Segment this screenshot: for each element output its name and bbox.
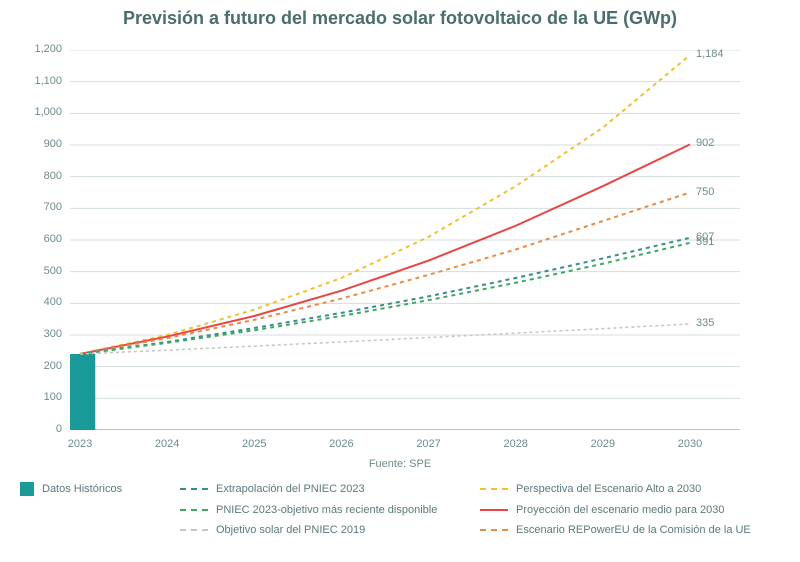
legend-label: Escenario REPowerEU de la Comisión de la…	[516, 524, 751, 536]
legend-label: Proyección del escenario medio para 2030	[516, 504, 725, 516]
x-tick-label: 2029	[578, 438, 628, 450]
y-tick-label: 100	[0, 391, 62, 403]
source-label: Fuente: SPE	[0, 458, 800, 470]
x-tick-label: 2026	[316, 438, 366, 450]
series-end-label: 1,184	[696, 48, 724, 60]
legend-item: Datos Históricos	[20, 482, 180, 496]
legend-item: Proyección del escenario medio para 2030	[480, 504, 780, 516]
legend-swatch-line	[480, 509, 508, 511]
y-tick-label: 400	[0, 296, 62, 308]
y-tick-label: 900	[0, 138, 62, 150]
y-tick-label: 800	[0, 170, 62, 182]
x-tick-label: 2027	[404, 438, 454, 450]
legend-swatch-line	[180, 488, 208, 490]
x-tick-label: 2023	[55, 438, 105, 450]
y-tick-label: 1,000	[0, 106, 62, 118]
y-tick-label: 200	[0, 360, 62, 372]
series-end-label: 591	[696, 236, 714, 248]
legend-label: Perspectiva del Escenario Alto a 2030	[516, 483, 701, 495]
legend-swatch-line	[180, 529, 208, 531]
legend-label: Objetivo solar del PNIEC 2019	[216, 524, 365, 536]
x-tick-label: 2028	[491, 438, 541, 450]
legend-item	[20, 504, 180, 516]
legend-swatch-line	[480, 529, 508, 531]
legend-item	[20, 524, 180, 536]
y-tick-label: 300	[0, 328, 62, 340]
legend-label: PNIEC 2023-objetivo más reciente disponi…	[216, 504, 437, 516]
y-tick-label: 1,200	[0, 43, 62, 55]
legend-item: Objetivo solar del PNIEC 2019	[180, 524, 480, 536]
y-tick-label: 600	[0, 233, 62, 245]
legend-item: Escenario REPowerEU de la Comisión de la…	[480, 524, 780, 536]
legend-label: Datos Históricos	[42, 483, 122, 495]
legend-swatch-box	[20, 482, 34, 496]
legend-swatch-line	[480, 488, 508, 490]
y-tick-label: 500	[0, 265, 62, 277]
legend-item: PNIEC 2023-objetivo más reciente disponi…	[180, 504, 480, 516]
chart-plot-area	[70, 50, 740, 430]
series-end-label: 335	[696, 317, 714, 329]
chart-container: { "chart": { "type": "line", "title": "P…	[0, 0, 800, 562]
series-end-label: 750	[696, 186, 714, 198]
chart-title: Previsión a futuro del mercado solar fot…	[0, 8, 800, 29]
y-tick-label: 0	[0, 423, 62, 435]
y-tick-label: 1,100	[0, 75, 62, 87]
legend-item: Perspectiva del Escenario Alto a 2030	[480, 482, 780, 496]
x-tick-label: 2030	[665, 438, 715, 450]
x-tick-label: 2025	[229, 438, 279, 450]
legend: Datos Históricos Extrapolación del PNIEC …	[20, 482, 780, 536]
legend-swatch-line	[180, 509, 208, 511]
x-tick-label: 2024	[142, 438, 192, 450]
legend-item: Extrapolación del PNIEC 2023	[180, 482, 480, 496]
legend-label: Extrapolación del PNIEC 2023	[216, 483, 365, 495]
series-end-label: 902	[696, 137, 714, 149]
y-tick-label: 700	[0, 201, 62, 213]
